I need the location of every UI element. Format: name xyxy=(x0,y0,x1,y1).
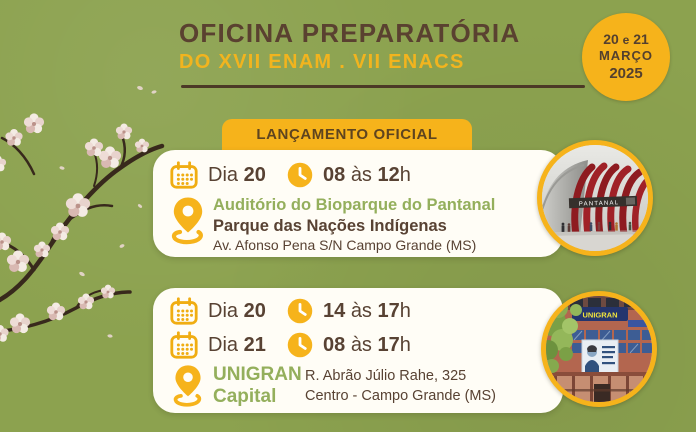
date-badge: 20 e 21 MARÇO 2025 xyxy=(582,13,670,101)
official-launch-banner: LANÇAMENTO OFICIAL xyxy=(222,119,472,150)
location-pin-icon xyxy=(171,197,203,245)
date-badge-month: MARÇO xyxy=(598,48,654,64)
date-badge-year: 2025 xyxy=(609,64,643,82)
day-text: Dia 20 xyxy=(208,163,266,186)
schedule-row: Dia 20 14 às 17h xyxy=(169,296,411,326)
calendar-icon xyxy=(170,331,198,359)
venue-name: Auditório do Bioparque do Pantanal xyxy=(213,196,496,214)
people-silhouettes xyxy=(561,221,632,232)
pantanal-sign-text: PANTANAL xyxy=(579,200,620,207)
bioparque-photo: PANTANAL xyxy=(537,140,653,256)
location-row: UNIGRAN Capital R. Abrão Júlio Rahe, 325… xyxy=(170,364,496,410)
event-card-unigran: Dia 20 14 às 17h Dia 21 xyxy=(153,288,563,413)
place-name: Parque das Nações Indígenas xyxy=(213,217,447,235)
calendar-icon xyxy=(170,297,198,325)
event-subtitle: DO XVII ENAM . VII ENACS xyxy=(179,51,465,73)
event-title: OFICINA PREPARATÓRIA xyxy=(179,18,521,48)
day-text: Dia 20 xyxy=(208,299,266,322)
clock-icon xyxy=(287,162,313,188)
event-card-bioparque: Dia 20 08 às 12h Auditório do Bioparque … xyxy=(153,150,563,257)
venue-name: UNIGRAN Capital xyxy=(213,364,302,407)
location-pin-icon xyxy=(173,365,202,407)
date-badge-days: 20 e 21 xyxy=(603,30,649,47)
unigran-sign-text: UNIGRAN xyxy=(583,311,618,320)
address: R. Abrão Júlio Rahe, 325 Centro - Campo … xyxy=(305,368,496,404)
calendar-icon xyxy=(170,161,198,189)
cherry-blossom-branch xyxy=(0,86,165,342)
banner-label: LANÇAMENTO OFICIAL xyxy=(256,126,438,143)
location-text: Auditório do Bioparque do Pantanal Parqu… xyxy=(213,195,495,254)
divider-line xyxy=(181,85,585,88)
address: Av. Afonso Pena S/N Campo Grande (MS) xyxy=(213,237,477,253)
schedule-row: Dia 20 08 às 12h xyxy=(169,160,411,190)
clock-icon xyxy=(287,332,313,358)
time-text: 08 às 17h xyxy=(323,333,411,356)
schedule-row: Dia 21 08 às 17h xyxy=(169,330,411,360)
unigran-photo: UNIGRAN xyxy=(541,291,657,407)
day-text: Dia 21 xyxy=(208,333,266,356)
clock-icon xyxy=(287,298,313,324)
location-row: Auditório do Bioparque do Pantanal Parqu… xyxy=(170,195,495,254)
time-text: 14 às 17h xyxy=(323,299,411,322)
time-text: 08 às 12h xyxy=(323,163,411,186)
